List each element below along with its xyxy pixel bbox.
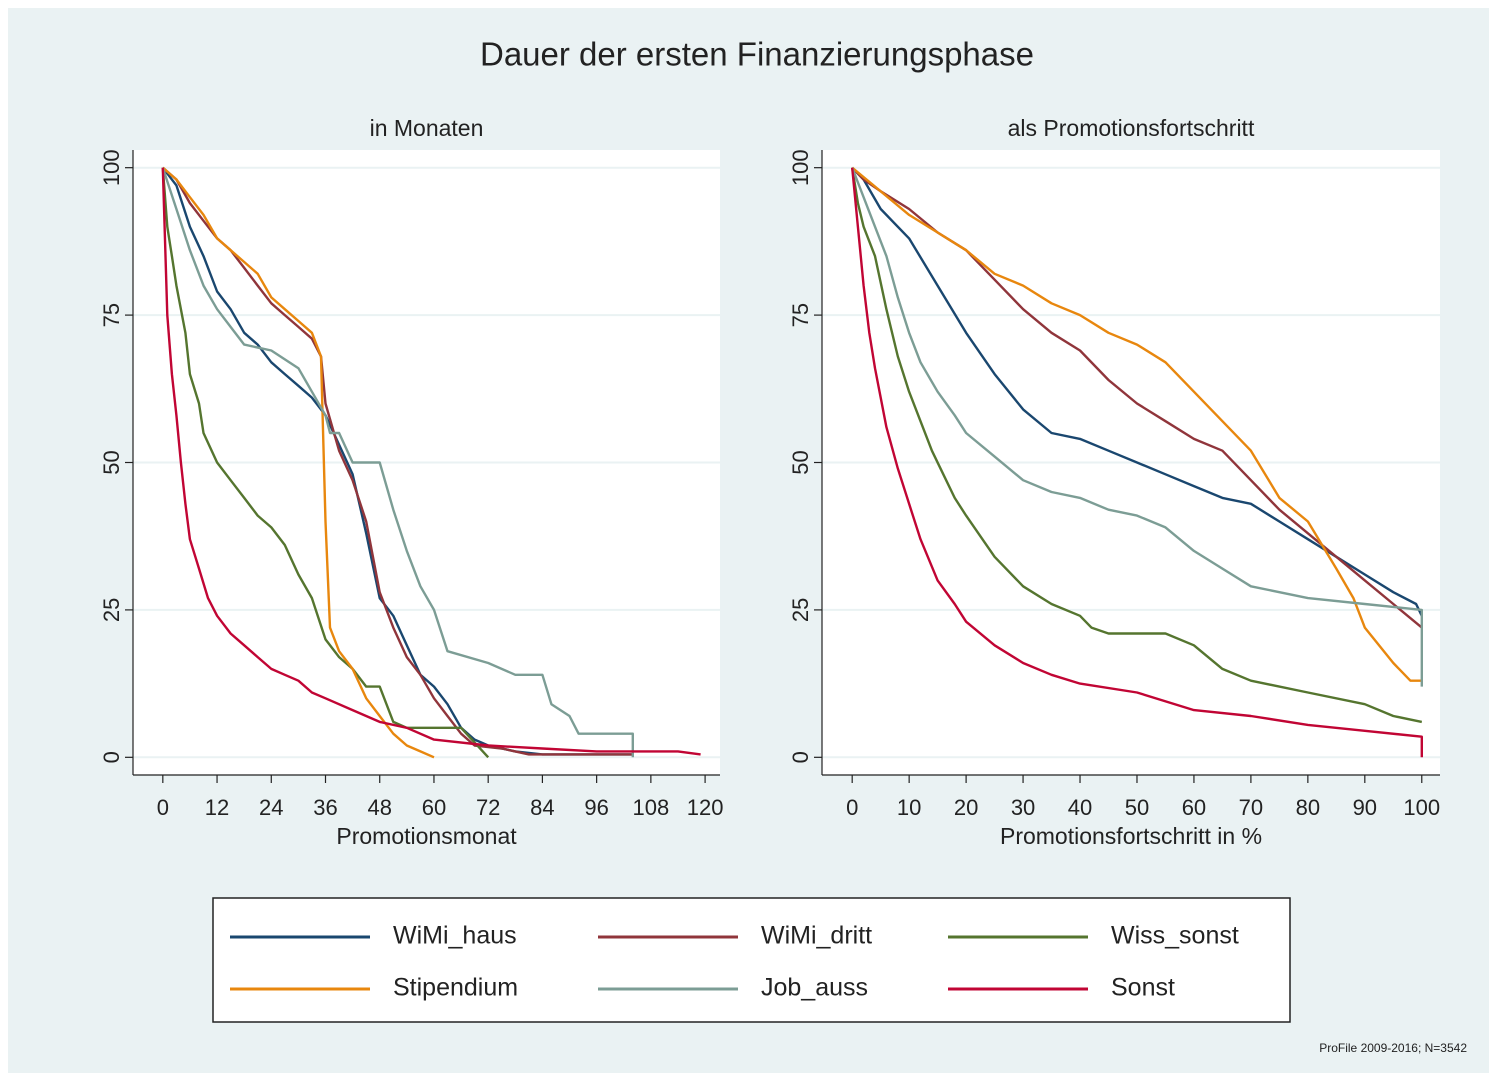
- x-tick-label: 50: [1125, 795, 1149, 820]
- y-tick-label: 25: [788, 598, 813, 622]
- x-tick-label: 80: [1296, 795, 1320, 820]
- line-series: [851, 167, 1424, 758]
- x-tick-label: 60: [422, 795, 446, 820]
- panel-title: in Monaten: [370, 115, 484, 141]
- x-tick-label: 40: [1068, 795, 1092, 820]
- legend-label: WiMi_haus: [393, 922, 517, 950]
- legend-label: Stipendium: [393, 974, 518, 1002]
- x-axis-title: Promotionsfortschritt in %: [1000, 823, 1262, 849]
- chart-title: Dauer der ersten Finanzierungsphase: [480, 36, 1034, 73]
- y-tick-label: 0: [788, 751, 813, 763]
- x-tick-label: 90: [1353, 795, 1377, 820]
- y-tick-label: 100: [99, 149, 124, 186]
- y-tick-label: 75: [788, 303, 813, 327]
- legend-box: [212, 897, 1291, 1023]
- line-series: [851, 167, 1424, 687]
- x-tick-label: 10: [897, 795, 921, 820]
- x-tick-label: 12: [205, 795, 229, 820]
- x-tick-label: 120: [687, 795, 724, 820]
- x-tick-label: 108: [633, 795, 670, 820]
- x-tick-label: 36: [313, 795, 337, 820]
- x-tick-label: 30: [1011, 795, 1035, 820]
- x-tick-label: 60: [1182, 795, 1206, 820]
- x-tick-label: 70: [1239, 795, 1263, 820]
- x-tick-label: 0: [157, 795, 169, 820]
- y-tick-label: 0: [99, 751, 124, 763]
- y-tick-label: 25: [99, 598, 124, 622]
- x-tick-label: 72: [476, 795, 500, 820]
- line-series: [161, 167, 490, 759]
- panel-title: als Promotionsfortschritt: [1008, 115, 1255, 141]
- line-series: [161, 167, 701, 756]
- x-tick-label: 0: [846, 795, 858, 820]
- line-series: [851, 166, 1422, 682]
- x-tick-label: 84: [530, 795, 554, 820]
- line-series: [851, 167, 1423, 724]
- x-tick-label: 100: [1403, 795, 1440, 820]
- y-tick-label: 50: [99, 450, 124, 474]
- source-note: ProFile 2009-2016; N=3542: [1319, 1041, 1467, 1055]
- y-tick-label: 75: [99, 303, 124, 327]
- x-tick-label: 20: [954, 795, 978, 820]
- legend-label: Wiss_sonst: [1111, 922, 1239, 950]
- line-series: [161, 167, 634, 758]
- legend-label: WiMi_dritt: [761, 922, 872, 950]
- x-tick-label: 24: [259, 795, 283, 820]
- x-tick-label: 96: [584, 795, 608, 820]
- x-axis-title: Promotionsmonat: [336, 823, 517, 849]
- y-tick-label: 100: [788, 149, 813, 186]
- legend-label: Job_auss: [761, 974, 868, 1002]
- legend-label: Sonst: [1111, 974, 1175, 1002]
- x-tick-label: 48: [367, 795, 391, 820]
- line-series: [851, 166, 1423, 617]
- y-tick-label: 50: [788, 450, 813, 474]
